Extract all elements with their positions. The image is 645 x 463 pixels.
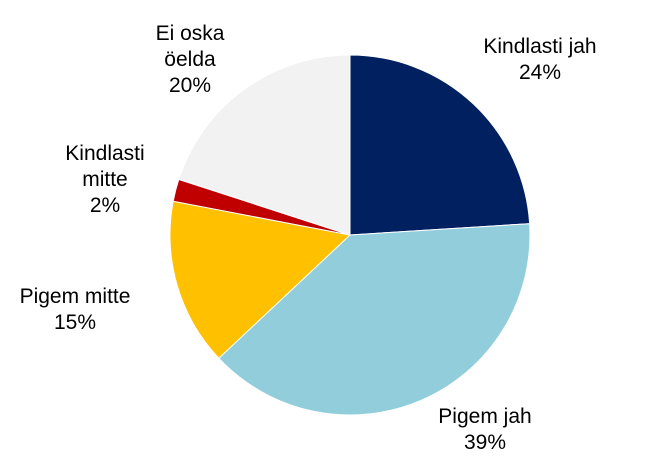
value-label: 15%: [53, 311, 97, 334]
slice: [349, 54, 531, 236]
slice-label: Pigem jah 39%: [420, 404, 550, 456]
slice: [169, 200, 352, 359]
value-label: 39%: [463, 431, 507, 454]
slice: [218, 223, 531, 416]
category-label: Kindlasti jah: [483, 35, 597, 58]
category-label: Pigem mitte: [19, 285, 131, 308]
value-label: 24%: [518, 61, 562, 84]
slice-label: Pigem mitte 15%: [0, 284, 150, 336]
category-label: Kindlasti mitte: [65, 142, 145, 191]
category-label: Pigem jah: [438, 405, 532, 428]
value-label: 20%: [168, 74, 212, 97]
slice-label: Ei oska öelda 20%: [143, 21, 238, 99]
slice: [178, 54, 351, 236]
value-label: 2%: [89, 194, 121, 217]
slice-label: Kindlasti jah 24%: [460, 34, 620, 86]
slice-label: Kindlasti mitte 2%: [48, 141, 163, 219]
category-label: Ei oska öelda: [155, 22, 225, 71]
